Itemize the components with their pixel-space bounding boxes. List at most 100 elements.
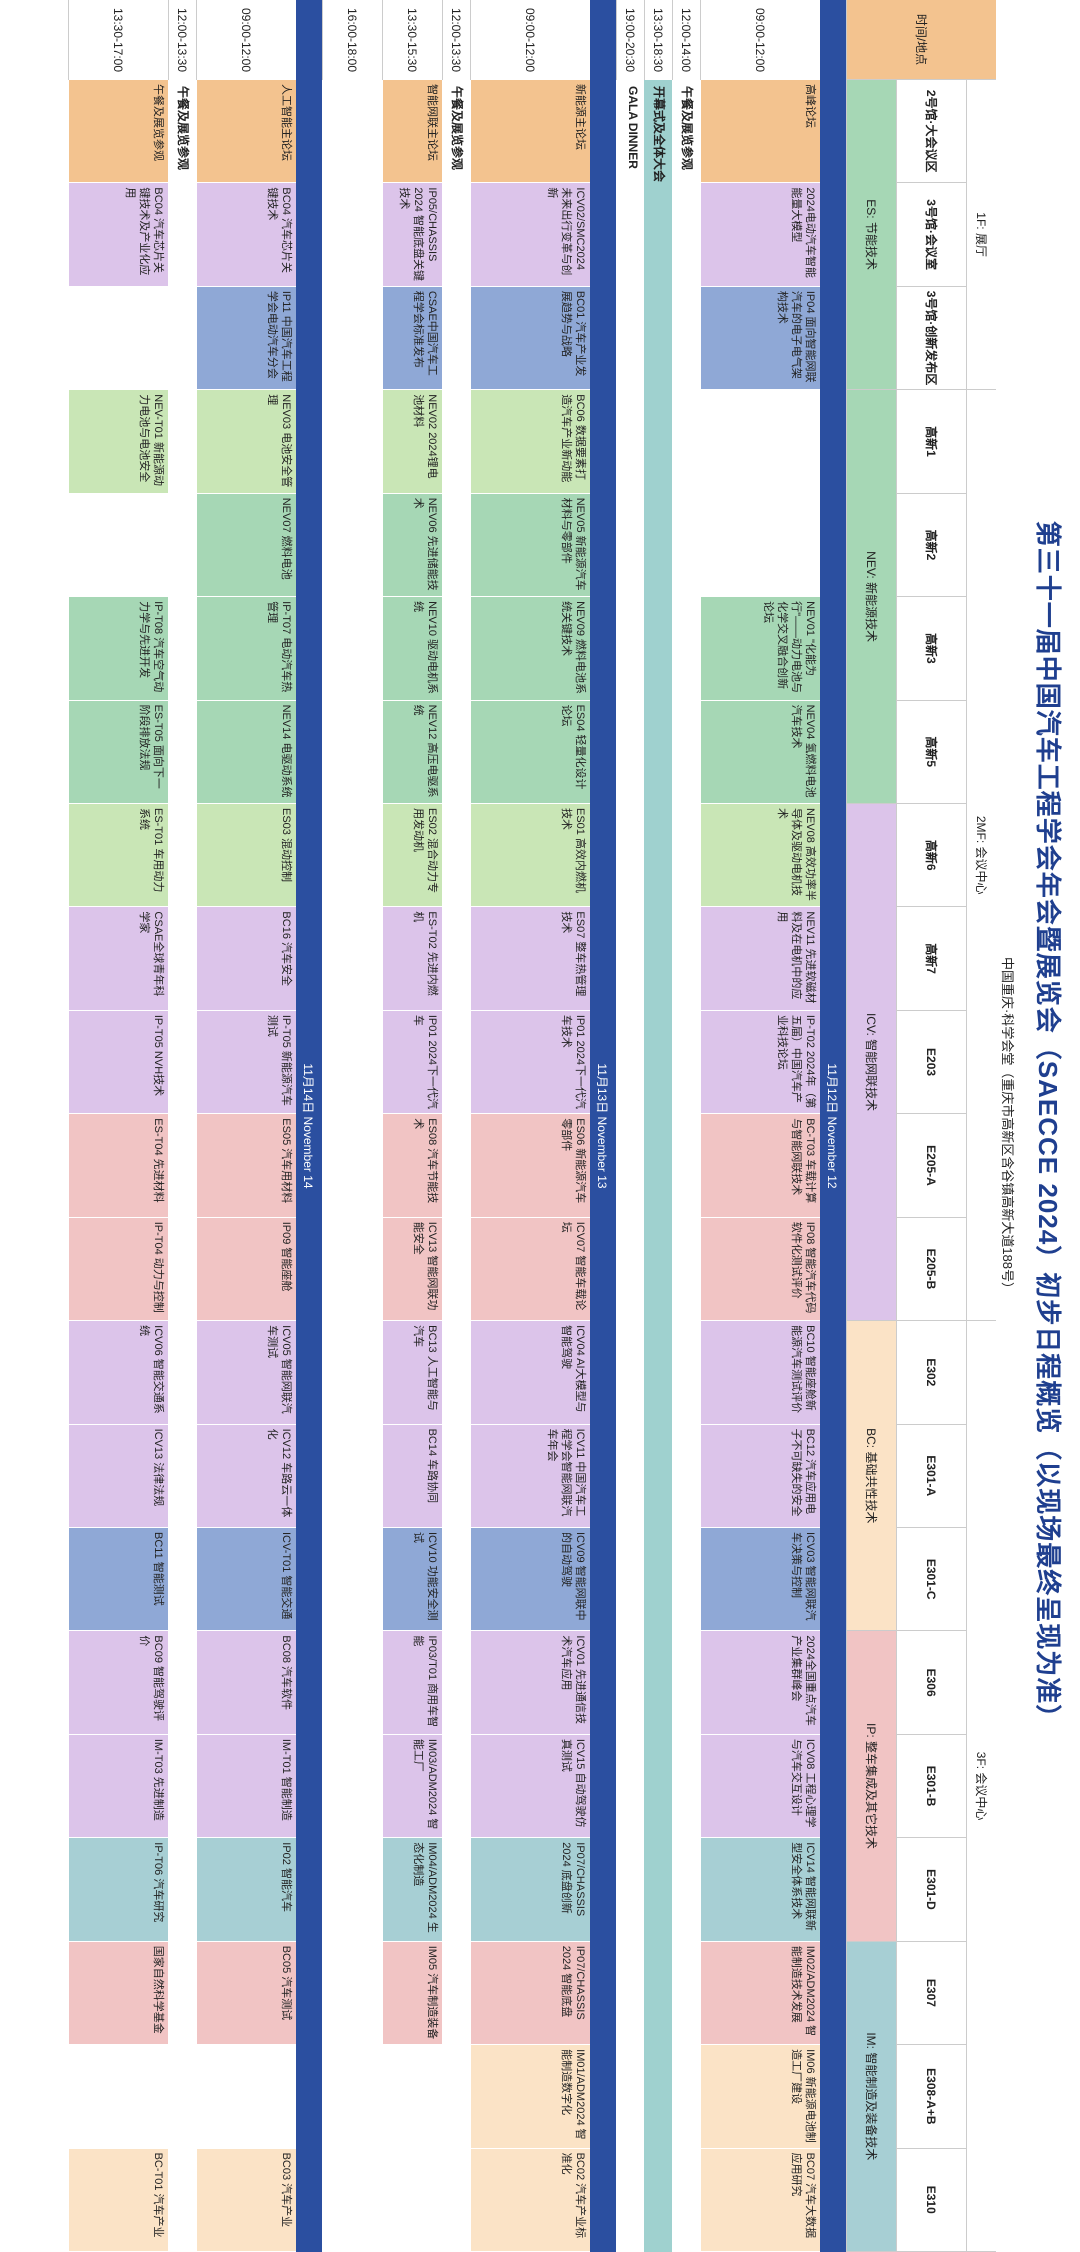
session-cell[interactable] (700, 390, 820, 494)
session-cell[interactable]: ES03 混动控制 (196, 804, 296, 908)
session-cell[interactable]: ES04 轻量化设计论坛 (470, 700, 590, 804)
session-cell[interactable]: ICV05 智能网联汽车测试 (196, 1321, 296, 1425)
session-cell[interactable]: IP-T05 NVH技术 (68, 1010, 168, 1115)
session-cell[interactable]: ICV07 智能车载论坛 (470, 1217, 590, 1322)
session-cell[interactable] (196, 2045, 296, 2149)
session-cell[interactable]: NEV04 氢燃料电池汽车技术 (700, 700, 820, 804)
session-cell[interactable]: ICV11 中国汽车工程学会智能网联汽车年会 (470, 1424, 590, 1528)
session-cell[interactable]: CSAE全球青年科学家 (68, 907, 168, 1011)
session-cell[interactable]: ICV13 智能网联功能安全 (382, 1217, 442, 1322)
session-cell[interactable]: IM05 汽车制造装备 (382, 1941, 442, 2046)
session-cell[interactable]: ICV15 自动驾驶仿真测试 (470, 1734, 590, 1839)
session-cell[interactable] (68, 286, 168, 391)
session-cell[interactable]: ICV08 工程心理学与汽车交互设计 (700, 1734, 820, 1839)
session-cell[interactable]: BC04 汽车芯片关键技术 (196, 183, 296, 287)
session-cell[interactable]: IM-T01 智能制造 (196, 1734, 296, 1839)
session-cell[interactable] (68, 493, 168, 598)
session-cell[interactable]: ICV09 智能网联中的自动驾驶 (470, 1528, 590, 1632)
session-cell[interactable]: IP07/CHASSIS 2024 底盘创新 (470, 1838, 590, 1942)
session-cell[interactable]: 智能网联主论坛 (382, 80, 442, 184)
session-cell[interactable]: IP-T08 汽车空气动力学与先进开发 (68, 597, 168, 701)
session-cell[interactable]: NEV06 先进储能技术 (382, 493, 442, 598)
session-cell[interactable]: 国家自然科学基金 (68, 1941, 168, 2046)
session-cell[interactable]: NEV11 先进软磁材料及在电机中的应用 (700, 907, 820, 1011)
session-cell[interactable]: ES01 高效内燃机技术 (470, 804, 590, 908)
session-cell[interactable]: ICV03 智能网联汽车决策与控制 (700, 1528, 820, 1632)
session-cell[interactable]: ICV14 智能网联新型安全体系技术 (700, 1838, 820, 1942)
session-cell[interactable]: ES-T01 车用动力系统 (68, 804, 168, 908)
session-cell[interactable]: IP-T07 电动汽车热管理 (196, 597, 296, 701)
session-cell[interactable]: NEV-T01 新能源动力电池与电池安全 (68, 390, 168, 494)
session-cell[interactable]: ES08 汽车节能技术 (382, 1114, 442, 1218)
session-cell[interactable]: IP-T05 新能源汽车测试 (196, 1010, 296, 1115)
session-cell[interactable] (700, 493, 820, 598)
session-cell[interactable]: NEV08 高效功率半导体及驱动电机技术 (700, 804, 820, 908)
session-cell[interactable]: ICV-T01 智能交通 (196, 1528, 296, 1632)
session-cell[interactable]: ES-T05 面向下一阶段排放法规 (68, 700, 168, 804)
session-cell[interactable]: BC16 汽车安全 (196, 907, 296, 1011)
session-cell[interactable]: NEV03 电池安全管理 (196, 390, 296, 494)
session-cell[interactable]: 高峰论坛 (700, 80, 820, 184)
session-cell[interactable]: 人工智能主论坛 (196, 80, 296, 184)
session-cell[interactable]: IP09 智能座舱 (196, 1217, 296, 1322)
session-cell[interactable]: BC-T03 车载计算与智能网联技术 (700, 1114, 820, 1218)
session-cell[interactable]: IP11 中国汽车工程学会电动汽车分会 (196, 286, 296, 391)
session-cell[interactable]: BC02 汽车产业标准化 (470, 2148, 590, 2252)
session-cell[interactable]: IM04/ADM2024 生态化制造 (382, 1838, 442, 1942)
session-cell[interactable]: NEV01 "化能为行"——动力电池与化学交叉融合创新论坛 (700, 597, 820, 701)
session-cell[interactable]: CSAE中国汽车工程学会标准发布 (382, 286, 442, 391)
session-cell[interactable]: IM02/ADM2024 智能制造技术发展 (700, 1941, 820, 2046)
session-cell[interactable]: IP02 智能汽车 (196, 1838, 296, 1942)
session-cell[interactable]: NEV05 新能源汽车材料与零部件 (470, 493, 590, 598)
session-cell[interactable]: ES-T02 先进内燃机 (382, 907, 442, 1011)
session-cell[interactable]: IP03/T01 商用车智能 (382, 1631, 442, 1735)
session-cell[interactable]: NEV09 燃料电池系统关键技术 (470, 597, 590, 701)
session-cell[interactable]: BC09 智能驾驶评价 (68, 1631, 168, 1735)
session-cell[interactable]: ES07 整车热管理技术 (470, 907, 590, 1011)
session-cell[interactable]: NEV07 燃料电池 (196, 493, 296, 598)
session-cell[interactable]: 午餐及展览参观 (68, 80, 168, 184)
session-cell[interactable]: IM03/ADM2024 智能工厂 (382, 1734, 442, 1839)
session-cell[interactable]: ICV01 先进通信技术汽车应用 (470, 1631, 590, 1735)
session-cell[interactable]: IP-T06 汽车研究 (68, 1838, 168, 1942)
session-cell[interactable]: BC04 汽车芯片关键技术及产业化应用 (68, 183, 168, 287)
session-cell[interactable]: BC14 车路协同 (382, 1424, 442, 1528)
session-cell[interactable]: IP01 2024下一代汽车 (382, 1010, 442, 1115)
session-cell[interactable]: 新能源主论坛 (470, 80, 590, 184)
session-cell[interactable]: BC11 智能测试 (68, 1528, 168, 1632)
session-cell[interactable]: BC10 智能座舱新能源汽车测试评价 (700, 1321, 820, 1425)
session-cell[interactable]: 2024全国重点汽车产业集群峰会 (700, 1631, 820, 1735)
session-cell[interactable]: BC03 汽车产业 (196, 2148, 296, 2252)
session-cell[interactable]: ICV12 车路云一体化 (196, 1424, 296, 1528)
session-cell[interactable]: BC07 汽车大数据应用研究 (700, 2148, 820, 2252)
session-cell[interactable] (382, 2045, 442, 2149)
session-cell[interactable]: ES-T04 先进材料 (68, 1114, 168, 1218)
session-cell[interactable]: NEV10 驱动电机系统 (382, 597, 442, 701)
session-cell[interactable]: IM-T03 先进制造 (68, 1734, 168, 1839)
session-cell[interactable]: ES05 汽车用材料 (196, 1114, 296, 1218)
session-cell[interactable]: IP-T04 动力与控制 (68, 1217, 168, 1322)
session-cell[interactable]: IP05/CHASSIS 2024 智能底盘关键技术 (382, 183, 442, 287)
session-cell[interactable]: BC05 汽车测试 (196, 1941, 296, 2046)
session-cell[interactable]: IP08 智能汽车代码软件化测试评价 (700, 1217, 820, 1322)
session-cell[interactable]: IP04 面向智能网联汽车的电子电气架构技术 (700, 286, 820, 391)
session-cell[interactable]: NEV12 高压电驱系统 (382, 700, 442, 804)
session-cell[interactable] (68, 2045, 168, 2149)
session-cell[interactable]: ICV04 AI大模型与智能驾驶 (470, 1321, 590, 1425)
session-cell[interactable] (382, 2148, 442, 2252)
session-cell[interactable]: IM06 新能源电池制造工厂建设 (700, 2045, 820, 2149)
session-cell[interactable]: BC-T01 汽车产业 (68, 2148, 168, 2252)
session-cell[interactable]: 2024电动汽车智能能量大模型 (700, 183, 820, 287)
session-cell[interactable]: ICV06 智能交通系统 (68, 1321, 168, 1425)
session-cell[interactable]: ES06 新能源汽车零部件 (470, 1114, 590, 1218)
session-cell[interactable]: IM01/ADM2024 智能制造数字化 (470, 2045, 590, 2149)
session-cell[interactable]: ICV02/SMC2024 未来出行变革与创新 (470, 183, 590, 287)
session-cell[interactable]: ES02 混合动力专用发动机 (382, 804, 442, 908)
session-cell[interactable]: IP07/CHASSIS 2024 智能底盘 (470, 1941, 590, 2046)
session-cell[interactable]: BC12 汽车应用电子不可缺失的安全 (700, 1424, 820, 1528)
session-cell[interactable]: ICV13 法律法规 (68, 1424, 168, 1528)
session-cell[interactable]: BC08 汽车软件 (196, 1631, 296, 1735)
session-cell[interactable]: BC01 汽车产业发展趋势与战略 (470, 286, 590, 391)
session-cell[interactable]: IP01 2024下一代汽车技术 (470, 1010, 590, 1115)
session-cell[interactable]: BC13 人工智能与汽车 (382, 1321, 442, 1425)
